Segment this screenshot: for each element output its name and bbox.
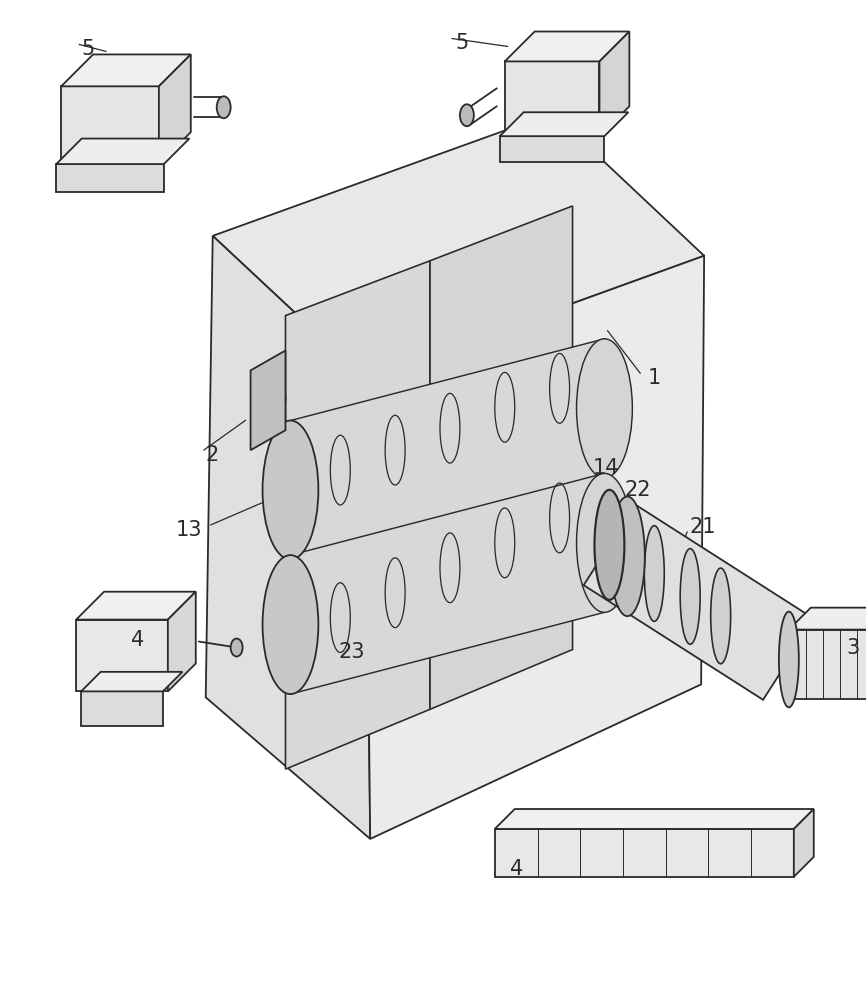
Ellipse shape [256,371,285,426]
Text: 21: 21 [689,517,715,537]
Ellipse shape [263,555,318,694]
Ellipse shape [217,96,231,118]
Polygon shape [159,54,191,164]
Ellipse shape [595,490,624,600]
Polygon shape [290,473,604,694]
Text: 1: 1 [648,368,661,388]
Polygon shape [794,809,814,877]
Text: 2: 2 [205,445,219,465]
Ellipse shape [610,497,645,616]
Polygon shape [789,630,867,699]
Text: 22: 22 [624,480,651,500]
Ellipse shape [577,339,632,478]
Ellipse shape [779,612,799,707]
Text: 5: 5 [81,39,95,59]
Polygon shape [285,261,430,769]
Polygon shape [505,32,629,61]
Polygon shape [430,206,572,709]
Ellipse shape [681,549,701,644]
Polygon shape [56,139,189,164]
Text: 4: 4 [510,859,523,879]
Text: 14: 14 [592,458,619,478]
Polygon shape [251,350,285,450]
Polygon shape [205,236,370,839]
Text: 23: 23 [338,642,365,662]
Polygon shape [76,620,168,691]
Polygon shape [290,339,604,560]
Polygon shape [505,61,599,136]
Polygon shape [168,592,196,691]
Ellipse shape [263,421,318,560]
Polygon shape [599,32,629,136]
Ellipse shape [231,639,243,656]
Ellipse shape [460,104,474,126]
Text: 5: 5 [455,33,468,53]
Ellipse shape [644,526,664,621]
Ellipse shape [577,473,632,612]
Polygon shape [583,505,815,700]
Polygon shape [56,164,164,192]
Ellipse shape [711,568,731,664]
Polygon shape [81,672,182,691]
Text: 13: 13 [176,520,202,540]
Polygon shape [62,54,191,86]
Polygon shape [81,691,163,726]
Polygon shape [212,113,704,378]
Polygon shape [365,256,704,839]
Polygon shape [789,608,867,630]
Polygon shape [495,809,814,829]
Polygon shape [495,829,794,877]
Text: 4: 4 [131,630,144,650]
Text: 3: 3 [847,638,860,658]
Polygon shape [499,112,629,136]
Polygon shape [76,592,196,620]
Polygon shape [62,86,159,164]
Polygon shape [499,136,604,162]
